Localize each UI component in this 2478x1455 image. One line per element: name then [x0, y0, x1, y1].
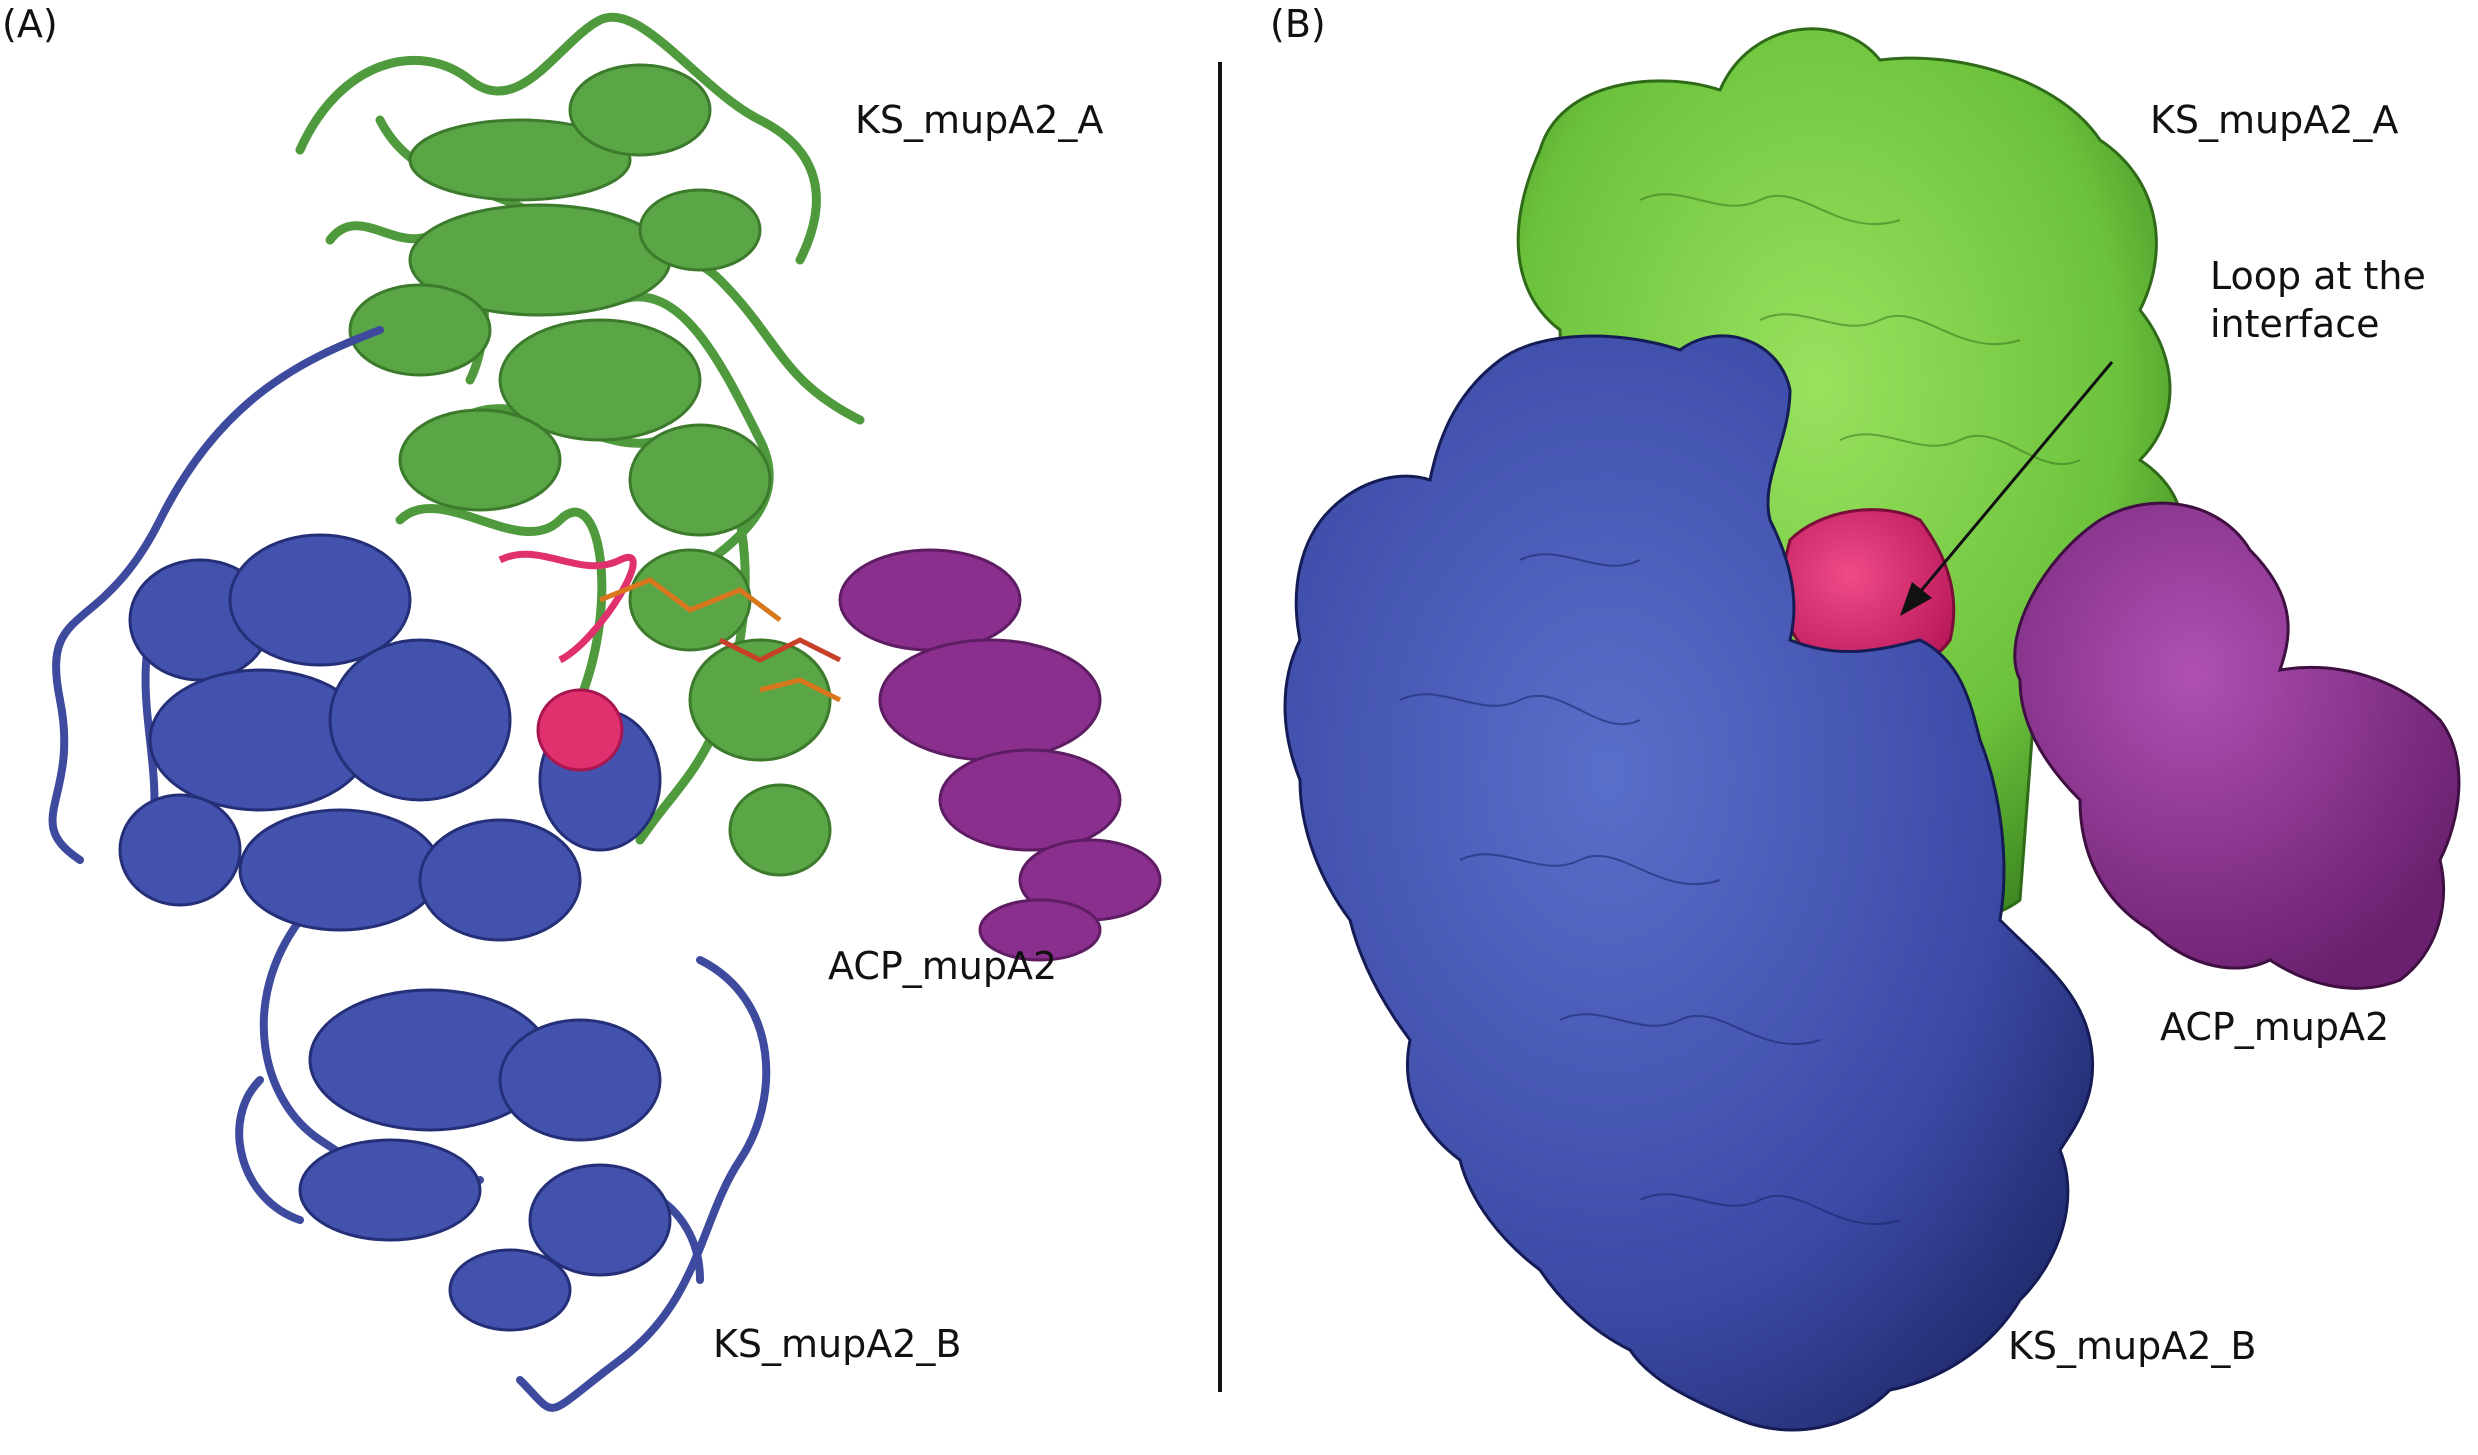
ks-a-helices: [348, 63, 832, 877]
acp-surface: [2013, 501, 2461, 990]
panel-a-letter: (A): [2, 2, 58, 46]
panel-b-label-ks-a: KS_mupA2_A: [2150, 98, 2399, 142]
panel-b-label-loop-line1: Loop at the: [2210, 254, 2426, 298]
panel-a-cartoon: [48, 12, 1162, 1412]
ligand-sticks: [599, 577, 842, 703]
panel-divider: [1218, 62, 1222, 1392]
panel-b-label-ks-b: KS_mupA2_B: [2008, 1324, 2257, 1368]
loop-cartoon: [498, 550, 637, 772]
acp-cartoon: [838, 548, 1162, 962]
panel-a-label-ks-b: KS_mupA2_B: [713, 1322, 962, 1366]
panel-a-label-acp: ACP_mupA2: [828, 944, 1058, 988]
panel-b-surface: [1283, 27, 2461, 1432]
surface-texture: [1399, 553, 1901, 1226]
panel-b-letter: (B): [1270, 2, 1326, 46]
loop-arrow: [1900, 361, 2114, 616]
panel-b-label-loop: Loop at the interface: [2210, 252, 2426, 348]
panel-a-label-ks-a: KS_mupA2_A: [855, 98, 1104, 142]
panel-b-label-acp: ACP_mupA2: [2160, 1005, 2390, 1049]
surface-texture-green: [1639, 193, 2081, 466]
panel-b-label-loop-line2: interface: [2210, 302, 2380, 346]
ks-b-cartoon-helices: [118, 533, 672, 1332]
